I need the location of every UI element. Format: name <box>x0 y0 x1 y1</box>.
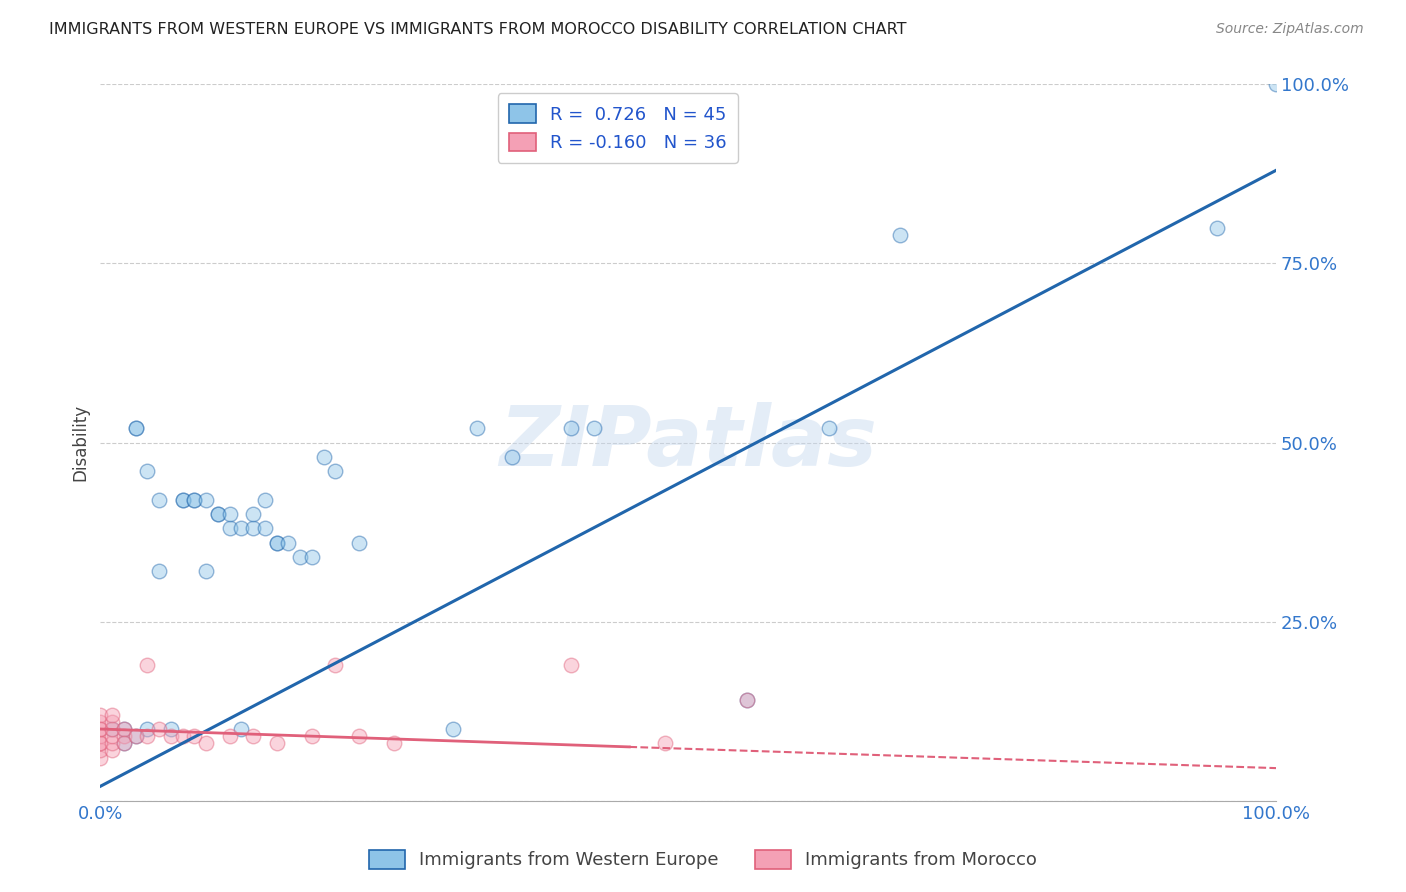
Point <box>195 492 218 507</box>
Point <box>347 729 370 743</box>
Point <box>112 736 135 750</box>
Point <box>136 729 159 743</box>
Point <box>560 657 582 672</box>
Point <box>301 729 323 743</box>
Point <box>101 714 124 729</box>
Point <box>136 464 159 478</box>
Point <box>583 421 606 435</box>
Point <box>112 722 135 736</box>
Point <box>124 729 146 743</box>
Legend: Immigrants from Western Europe, Immigrants from Morocco: Immigrants from Western Europe, Immigran… <box>360 841 1046 879</box>
Point <box>89 736 111 750</box>
Point <box>89 722 111 736</box>
Point <box>160 722 183 736</box>
Point <box>253 492 276 507</box>
Point <box>148 722 170 736</box>
Point <box>101 743 124 757</box>
Point <box>89 722 111 736</box>
Point <box>312 450 335 464</box>
Point <box>101 707 124 722</box>
Point <box>101 722 124 736</box>
Point <box>136 722 159 736</box>
Point <box>112 722 135 736</box>
Point <box>325 464 347 478</box>
Point <box>172 492 194 507</box>
Point <box>441 722 464 736</box>
Point <box>301 550 323 565</box>
Point <box>231 722 253 736</box>
Point <box>160 729 183 743</box>
Text: Source: ZipAtlas.com: Source: ZipAtlas.com <box>1216 22 1364 37</box>
Point <box>89 750 111 764</box>
Point <box>183 729 205 743</box>
Point <box>242 507 264 521</box>
Point <box>101 736 124 750</box>
Point <box>207 507 229 521</box>
Point <box>195 736 218 750</box>
Point <box>207 507 229 521</box>
Point <box>89 729 111 743</box>
Point <box>818 421 841 435</box>
Point <box>124 421 146 435</box>
Point <box>183 492 205 507</box>
Point <box>889 227 911 242</box>
Point <box>560 421 582 435</box>
Point <box>89 707 111 722</box>
Point <box>290 550 312 565</box>
Point <box>735 693 758 707</box>
Point <box>1206 220 1229 235</box>
Point <box>218 521 240 535</box>
Point <box>242 521 264 535</box>
Point <box>136 657 159 672</box>
Point <box>172 492 194 507</box>
Point <box>195 565 218 579</box>
Point <box>89 736 111 750</box>
Point <box>266 736 288 750</box>
Point <box>277 536 299 550</box>
Point <box>465 421 488 435</box>
Point <box>654 736 676 750</box>
Point <box>112 729 135 743</box>
Point <box>253 521 276 535</box>
Legend: R =  0.726   N = 45, R = -0.160   N = 36: R = 0.726 N = 45, R = -0.160 N = 36 <box>498 94 738 163</box>
Point <box>325 657 347 672</box>
Point <box>266 536 288 550</box>
Point <box>266 536 288 550</box>
Point <box>242 729 264 743</box>
Point <box>124 421 146 435</box>
Point <box>231 521 253 535</box>
Point <box>112 736 135 750</box>
Point <box>382 736 405 750</box>
Point <box>735 693 758 707</box>
Text: ZIPatlas: ZIPatlas <box>499 402 877 483</box>
Point <box>1265 78 1288 92</box>
Point <box>218 729 240 743</box>
Point <box>501 450 523 464</box>
Point <box>172 729 194 743</box>
Point <box>148 565 170 579</box>
Point <box>89 743 111 757</box>
Point <box>89 714 111 729</box>
Point <box>347 536 370 550</box>
Point <box>218 507 240 521</box>
Point <box>101 729 124 743</box>
Point <box>148 492 170 507</box>
Point <box>101 722 124 736</box>
Point <box>183 492 205 507</box>
Text: IMMIGRANTS FROM WESTERN EUROPE VS IMMIGRANTS FROM MOROCCO DISABILITY CORRELATION: IMMIGRANTS FROM WESTERN EUROPE VS IMMIGR… <box>49 22 907 37</box>
Point <box>124 729 146 743</box>
Y-axis label: Disability: Disability <box>72 404 89 481</box>
